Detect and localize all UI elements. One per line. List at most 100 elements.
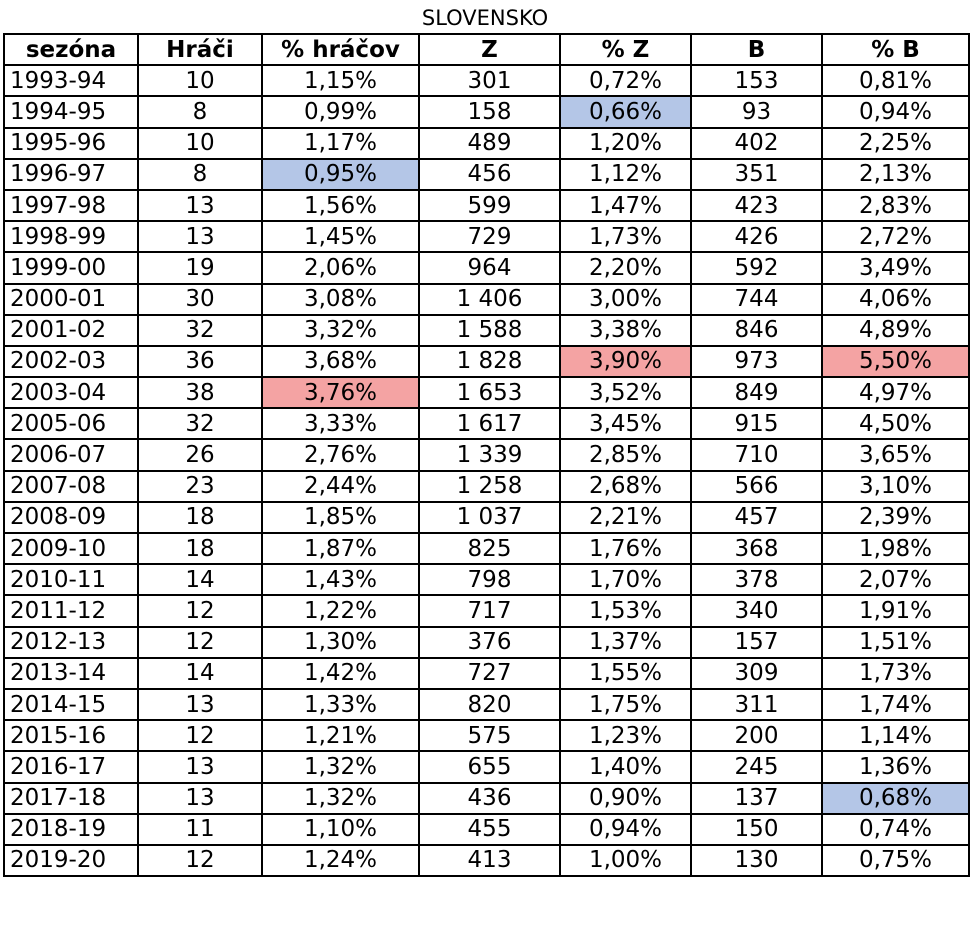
games-cell: 729 bbox=[418, 220, 561, 254]
points-pct-cell: 2,72% bbox=[821, 220, 970, 254]
season-cell: 2007-08 bbox=[3, 469, 139, 503]
games-pct-cell: 2,85% bbox=[559, 438, 692, 472]
header-points: B bbox=[690, 32, 823, 67]
players-pct-cell: 1,32% bbox=[261, 750, 420, 784]
games-pct-cell: 2,21% bbox=[559, 500, 692, 535]
players-pct-cell: 1,24% bbox=[261, 843, 420, 878]
games-cell: 1 037 bbox=[418, 500, 561, 535]
players-pct-cell: 1,21% bbox=[261, 719, 420, 753]
table-row: 1994-95 8 0,99% 158 0,66% 93 0,94% bbox=[3, 95, 970, 129]
header-players-pct: % hráčov bbox=[261, 32, 420, 67]
players-pct-cell: 2,76% bbox=[261, 438, 420, 472]
points-cell: 915 bbox=[690, 407, 823, 441]
season-cell: 2000-01 bbox=[3, 282, 139, 316]
points-pct-cell: 4,97% bbox=[821, 376, 970, 410]
players-pct-cell: 1,87% bbox=[261, 531, 420, 566]
points-pct-cell: 1,36% bbox=[821, 750, 970, 784]
players-pct-cell: 3,33% bbox=[261, 407, 420, 441]
games-pct-cell: 1,20% bbox=[559, 126, 692, 160]
points-pct-cell: 1,91% bbox=[821, 594, 970, 628]
points-pct-cell: 2,07% bbox=[821, 563, 970, 597]
season-cell: 2014-15 bbox=[3, 687, 139, 722]
table-row: 2001-02 32 3,32% 1 588 3,38% 846 4,89% bbox=[3, 313, 970, 347]
players-cell: 12 bbox=[137, 625, 263, 659]
players-cell: 14 bbox=[137, 656, 263, 690]
players-cell: 13 bbox=[137, 781, 263, 815]
games-pct-cell: 1,70% bbox=[559, 563, 692, 597]
points-cell: 351 bbox=[690, 157, 823, 191]
points-pct-cell: 4,06% bbox=[821, 282, 970, 316]
header-players: Hráči bbox=[137, 32, 263, 67]
players-pct-cell: 3,08% bbox=[261, 282, 420, 316]
players-cell: 36 bbox=[137, 344, 263, 379]
players-pct-cell: 2,44% bbox=[261, 469, 420, 503]
players-pct-cell: 1,45% bbox=[261, 220, 420, 254]
points-pct-cell: 1,73% bbox=[821, 656, 970, 690]
players-pct-cell: 3,32% bbox=[261, 313, 420, 347]
points-pct-cell: 2,39% bbox=[821, 500, 970, 535]
games-cell: 1 339 bbox=[418, 438, 561, 472]
games-pct-cell: 1,37% bbox=[559, 625, 692, 659]
players-cell: 10 bbox=[137, 126, 263, 160]
season-cell: 2010-11 bbox=[3, 563, 139, 597]
players-cell: 26 bbox=[137, 438, 263, 472]
games-cell: 1 828 bbox=[418, 344, 561, 379]
table-row: 2011-12 12 1,22% 717 1,53% 340 1,91% bbox=[3, 594, 970, 628]
games-pct-cell: 3,00% bbox=[559, 282, 692, 316]
games-pct-cell: 0,90% bbox=[559, 781, 692, 815]
players-pct-cell: 1,43% bbox=[261, 563, 420, 597]
players-pct-cell: 1,30% bbox=[261, 625, 420, 659]
table-row: 2002-03 36 3,68% 1 828 3,90% 973 5,50% bbox=[3, 344, 970, 379]
table-row: 2006-07 26 2,76% 1 339 2,85% 710 3,65% bbox=[3, 438, 970, 472]
points-cell: 566 bbox=[690, 469, 823, 503]
games-cell: 575 bbox=[418, 719, 561, 753]
points-pct-cell: 0,81% bbox=[821, 64, 970, 98]
points-cell: 130 bbox=[690, 843, 823, 878]
games-cell: 158 bbox=[418, 95, 561, 129]
season-cell: 2013-14 bbox=[3, 656, 139, 690]
points-cell: 157 bbox=[690, 625, 823, 659]
points-pct-cell: 1,51% bbox=[821, 625, 970, 659]
games-pct-cell: 0,72% bbox=[559, 64, 692, 98]
games-cell: 1 617 bbox=[418, 407, 561, 441]
games-pct-cell: 2,68% bbox=[559, 469, 692, 503]
points-pct-cell: 0,74% bbox=[821, 812, 970, 846]
games-cell: 1 258 bbox=[418, 469, 561, 503]
points-cell: 402 bbox=[690, 126, 823, 160]
points-cell: 378 bbox=[690, 563, 823, 597]
games-pct-cell: 2,20% bbox=[559, 251, 692, 285]
players-cell: 13 bbox=[137, 220, 263, 254]
players-pct-cell: 1,85% bbox=[261, 500, 420, 535]
games-pct-cell: 1,53% bbox=[559, 594, 692, 628]
points-pct-cell: 1,98% bbox=[821, 531, 970, 566]
players-cell: 12 bbox=[137, 594, 263, 628]
games-cell: 301 bbox=[418, 64, 561, 98]
points-cell: 311 bbox=[690, 687, 823, 722]
table-row: 2018-19 11 1,10% 455 0,94% 150 0,74% bbox=[3, 812, 970, 846]
season-cell: 2019-20 bbox=[3, 843, 139, 878]
header-games-pct: % Z bbox=[559, 32, 692, 67]
games-cell: 413 bbox=[418, 843, 561, 878]
games-cell: 599 bbox=[418, 188, 561, 223]
games-pct-cell: 3,52% bbox=[559, 376, 692, 410]
games-cell: 489 bbox=[418, 126, 561, 160]
table-row: 1996-97 8 0,95% 456 1,12% 351 2,13% bbox=[3, 157, 970, 191]
table-row: 2014-15 13 1,33% 820 1,75% 311 1,74% bbox=[3, 687, 970, 722]
season-cell: 2017-18 bbox=[3, 781, 139, 815]
players-pct-cell: 1,22% bbox=[261, 594, 420, 628]
points-cell: 245 bbox=[690, 750, 823, 784]
table-body: 1993-94 10 1,15% 301 0,72% 153 0,81% 1994-95 8 0,… bbox=[3, 64, 970, 878]
points-cell: 426 bbox=[690, 220, 823, 254]
games-pct-cell: 1,40% bbox=[559, 750, 692, 784]
players-cell: 14 bbox=[137, 563, 263, 597]
games-pct-cell: 1,00% bbox=[559, 843, 692, 878]
points-cell: 340 bbox=[690, 594, 823, 628]
players-pct-cell: 1,15% bbox=[261, 64, 420, 98]
players-cell: 12 bbox=[137, 843, 263, 878]
games-cell: 376 bbox=[418, 625, 561, 659]
points-cell: 423 bbox=[690, 188, 823, 223]
points-pct-cell: 0,75% bbox=[821, 843, 970, 878]
games-pct-cell: 1,76% bbox=[559, 531, 692, 566]
points-cell: 744 bbox=[690, 282, 823, 316]
points-cell: 592 bbox=[690, 251, 823, 285]
